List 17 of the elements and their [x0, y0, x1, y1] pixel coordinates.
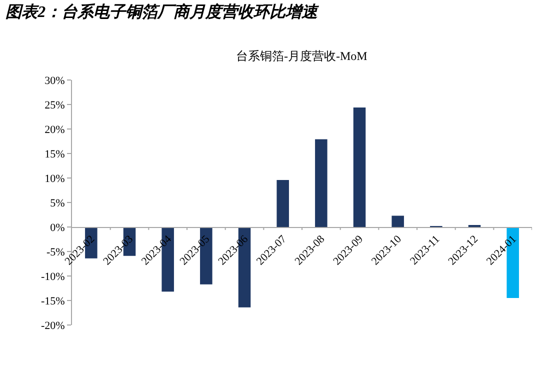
y-tick-label: -10% [40, 270, 65, 283]
y-tick-label: 30% [44, 74, 65, 87]
y-tick-label: -5% [46, 246, 65, 258]
chart-subtitle: 台系铜箔-月度营收-MoM [236, 49, 368, 63]
y-tick-label: 0% [50, 222, 65, 234]
y-tick-label: 5% [50, 197, 65, 210]
y-tick-label: 20% [44, 124, 65, 136]
y-tick-label: 25% [44, 99, 65, 112]
bar [392, 216, 404, 227]
chart-title: 图表2：台系电子铜箔厂商月度营收环比增速 [6, 2, 320, 21]
y-tick-label: -20% [40, 320, 65, 332]
y-tick-label: -15% [40, 295, 65, 308]
bar [276, 180, 289, 227]
bar [315, 139, 328, 227]
bar [353, 107, 366, 227]
y-tick-label: 10% [44, 172, 65, 185]
y-tick-label: 15% [44, 148, 65, 160]
